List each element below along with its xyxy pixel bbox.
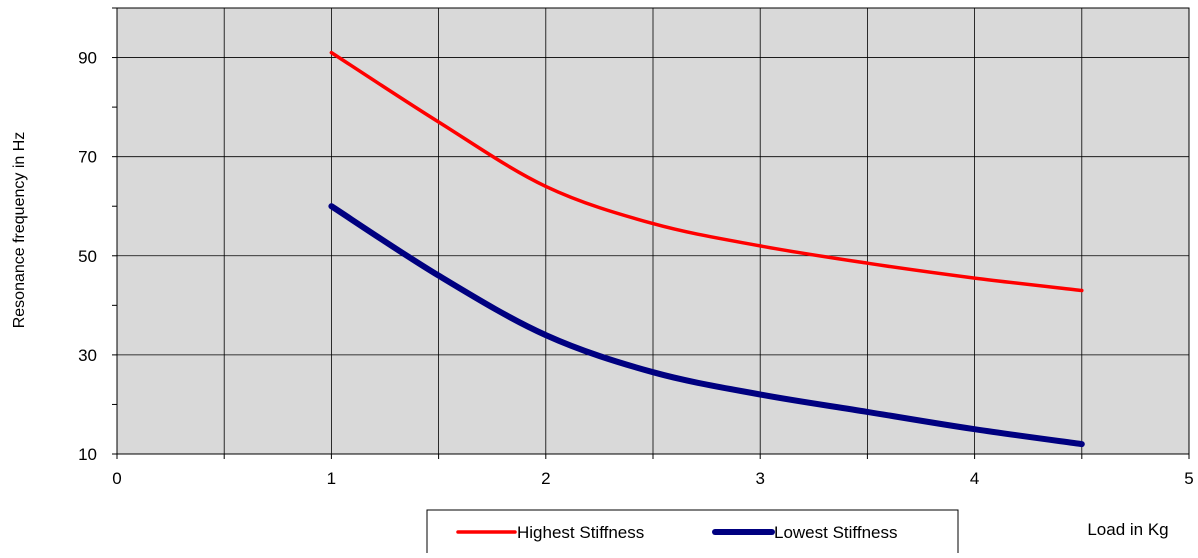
x-tick-label: 2: [541, 469, 550, 488]
x-tick-label: 5: [1184, 469, 1193, 488]
x-tick-label: 0: [112, 469, 121, 488]
y-axis-label: Resonance frequency in Hz: [11, 132, 28, 329]
y-tick-label: 50: [78, 247, 97, 266]
x-tick-label: 4: [970, 469, 979, 488]
y-tick-label: 30: [78, 346, 97, 365]
tick-labels: 10 30 50 70 90 0 1 2 3 4 5: [78, 49, 1194, 488]
series-line-highest-stiffness: [329, 50, 1084, 293]
x-tick-label: 1: [327, 469, 336, 488]
x-axis-label: Load in Kg: [1087, 520, 1168, 539]
y-tick-label: 90: [78, 49, 97, 68]
axes: [112, 7, 1190, 459]
y-tick-label: 70: [78, 148, 97, 167]
legend: Highest Stiffness Lowest Stiffness: [426, 509, 959, 558]
series-line-lowest-stiffness: [328, 203, 1085, 448]
y-tick-label: 10: [78, 445, 97, 464]
series-lines: [328, 50, 1085, 448]
x-tick-label: 3: [755, 469, 764, 488]
legend-label-lowest-stiffness: Lowest Stiffness: [774, 523, 897, 542]
legend-box: [426, 509, 959, 558]
legend-label-highest-stiffness: Highest Stiffness: [517, 523, 644, 542]
